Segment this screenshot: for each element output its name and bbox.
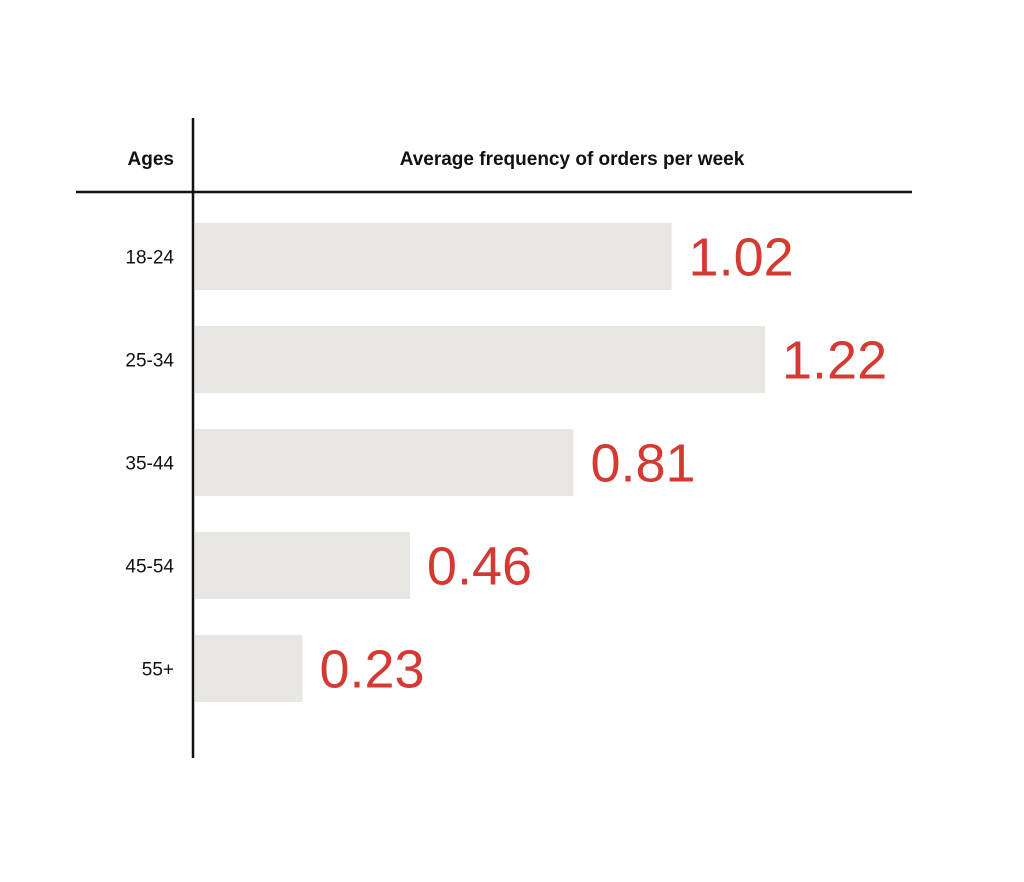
bar-45-54: [195, 532, 410, 599]
category-label: 55+: [142, 660, 174, 681]
value-label: 0.23: [319, 640, 424, 700]
category-label: 25-34: [125, 351, 174, 372]
value-label: 1.02: [689, 228, 794, 288]
category-label: 45-54: [125, 557, 174, 578]
value-label: 0.81: [590, 434, 695, 494]
value-label: 1.22: [782, 331, 887, 391]
bars: 18-24 1.02 25-34 1.22 35-44 0.81 45-54 0.46 55+ 0…: [125, 223, 887, 702]
category-label: 18-24: [125, 248, 174, 269]
category-label: 35-44: [125, 454, 174, 475]
value-label: 0.46: [427, 537, 532, 597]
category-header: Ages: [128, 149, 174, 170]
bar-35-44: [195, 429, 574, 496]
bar-55+: [195, 635, 303, 702]
value-header: Average frequency of orders per week: [400, 149, 745, 170]
bar-25-34: [195, 326, 765, 393]
bar-18-24: [195, 223, 672, 290]
